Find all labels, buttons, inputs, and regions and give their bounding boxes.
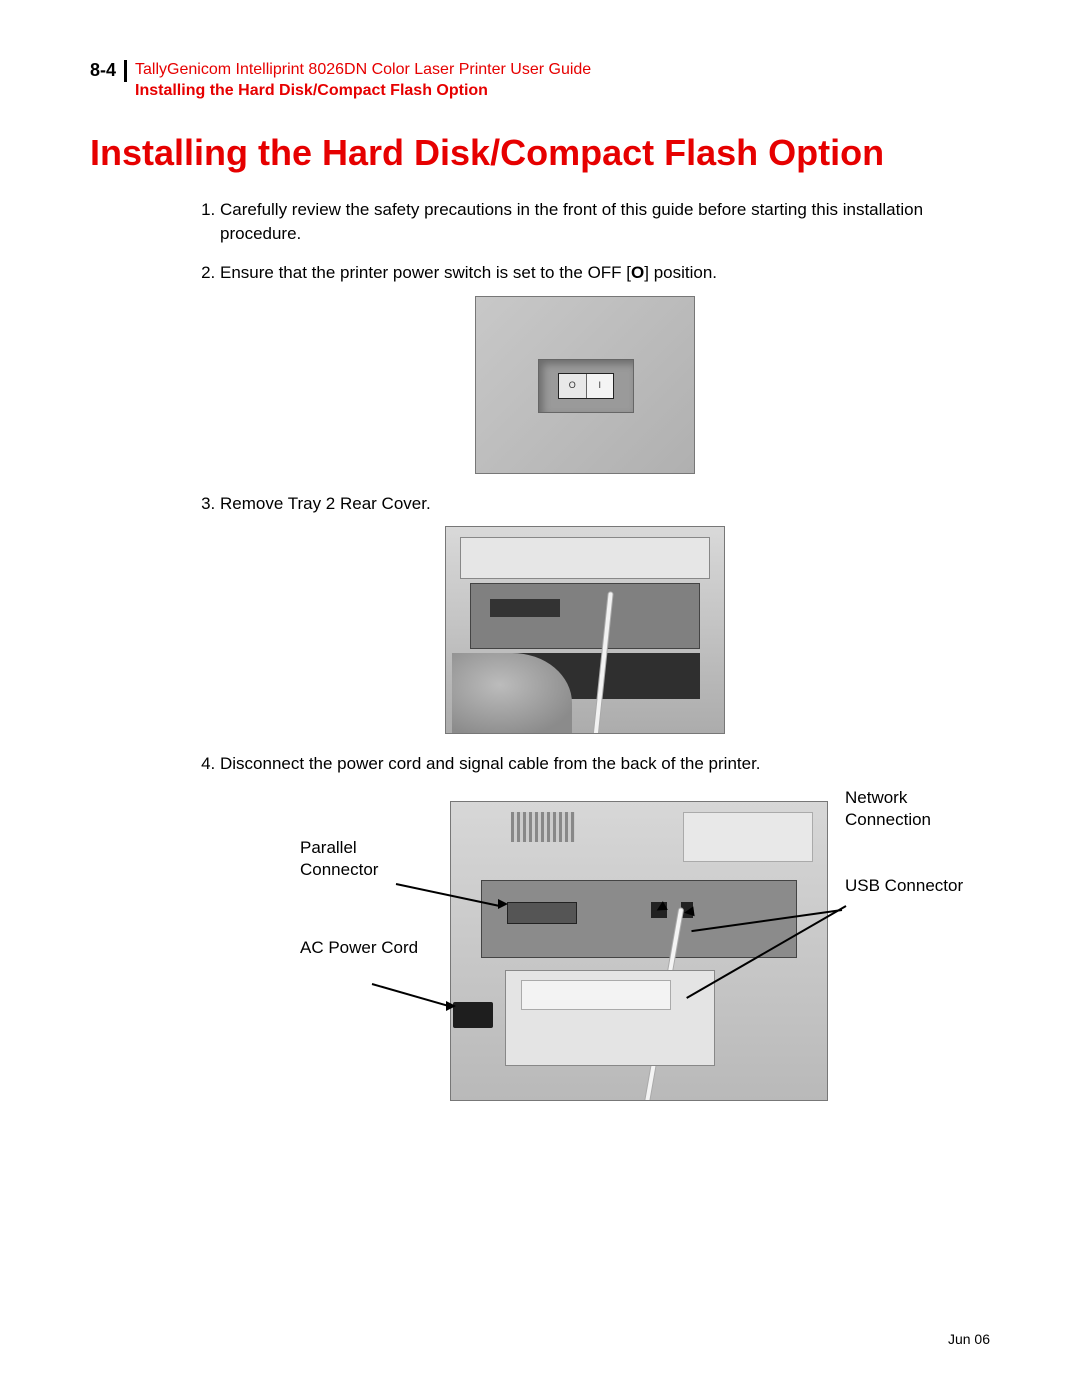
figure-power-switch: O I [475,296,695,474]
figure-tray2-rear-cover [445,526,725,734]
arrowhead-usb-icon [683,906,694,917]
switch-off-mark: O [559,374,587,398]
page-header: 8-4 TallyGenicom Intelliprint 8026DN Col… [90,60,990,102]
vent-icon [511,812,575,842]
step-2-post: ] position. [644,263,717,282]
section-subtitle: Installing the Hard Disk/Compact Flash O… [135,81,591,102]
figure-rear-connectors: Parallel Connector AC Power Cord Network… [300,787,1020,1167]
arrowhead-ac-icon [446,1001,456,1011]
callout-parallel: Parallel Connector [300,837,420,881]
arrowhead-parallel-icon [498,899,508,909]
tray-label [521,980,671,1010]
callout-ac-power: AC Power Cord [300,937,420,959]
off-symbol: O [631,263,644,282]
callout-usb: USB Connector [845,875,985,897]
callout-network: Network Connection [845,787,985,831]
leader-ac [372,983,449,1007]
footer-date: Jun 06 [948,1331,990,1347]
header-text-block: TallyGenicom Intelliprint 8026DN Color L… [135,60,591,102]
main-heading: Installing the Hard Disk/Compact Flash O… [90,132,990,174]
step-2-pre: Ensure that the printer power switch is … [220,263,631,282]
guide-title: TallyGenicom Intelliprint 8026DN Color L… [135,60,591,81]
switch-on-mark: I [587,374,614,398]
ac-plug-icon [453,1002,493,1028]
power-switch: O I [558,373,614,399]
installation-steps: Carefully review the safety precautions … [220,198,990,1167]
step-1: Carefully review the safety precautions … [220,198,990,247]
parallel-port-icon [507,902,577,924]
step-3: Remove Tray 2 Rear Cover. [220,492,990,735]
printer-frame [460,537,710,579]
step-3-text: Remove Tray 2 Rear Cover. [220,494,431,513]
step-4-text: Disconnect the power cord and signal cab… [220,754,761,773]
step-2: Ensure that the printer power switch is … [220,261,990,474]
connector-slot [490,599,560,617]
step-4: Disconnect the power cord and signal cab… [220,752,990,1167]
label-plate [683,812,813,862]
printer-rear-photo [450,801,828,1101]
page-number: 8-4 [90,60,127,82]
